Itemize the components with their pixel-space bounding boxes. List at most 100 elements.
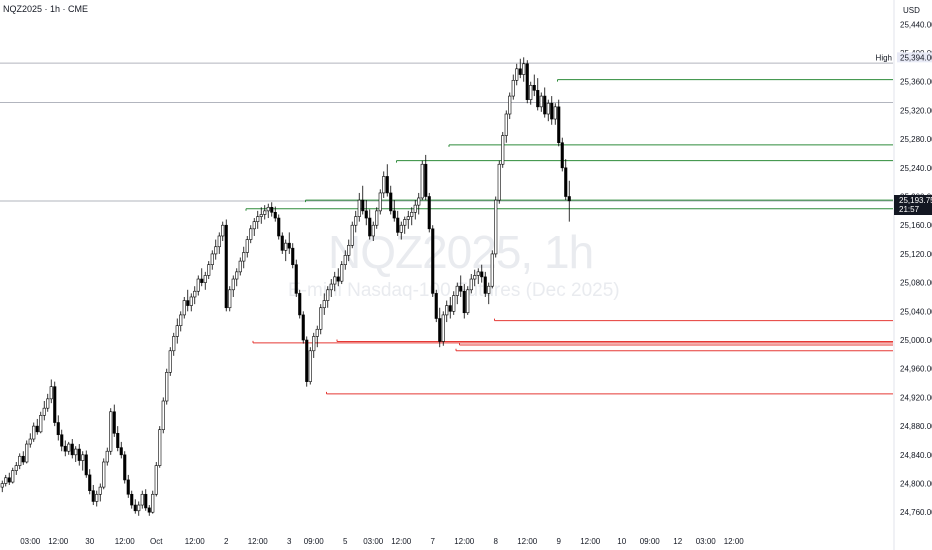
candle-body [0,483,4,488]
candle-body [473,275,477,280]
candle [375,207,379,229]
candle-body [329,283,333,291]
candle-body [298,293,302,316]
candle [431,225,435,297]
price-tick-label: 25,240.00 [900,164,932,173]
candle-body [98,486,102,495]
candle [385,164,389,197]
price-tick-label: 24,760.00 [900,508,932,517]
candle-body [123,454,127,481]
high-marker: High 25,394.00 [876,52,932,63]
candle [322,293,326,315]
candle [147,505,151,516]
time-tick-label: 12 [673,537,682,546]
candle [354,210,358,233]
candle-body [364,210,368,219]
candle [504,110,508,143]
candle-body [95,493,99,502]
candle [179,311,183,332]
candle [63,440,67,457]
candle-body [459,285,463,292]
bar-countdown: 21:57 [899,205,920,214]
candle [144,489,148,511]
candle [557,99,561,147]
candle-body [28,438,32,445]
candle [46,393,50,412]
candle [151,490,155,514]
candle [231,275,235,297]
time-tick-label: 12:00 [115,537,136,546]
candle [301,311,305,344]
candle [175,318,179,344]
candle [567,180,571,222]
candle-body [280,235,284,251]
candle [564,159,568,201]
candle [424,154,428,201]
candle-body [179,314,183,326]
candle-body [137,504,141,512]
current-price-badge [894,195,932,216]
candle [277,214,281,240]
price-tick-label: 24,840.00 [900,451,932,460]
candle [522,57,526,82]
candle [343,250,347,270]
candle-body [235,271,239,280]
candle-body [357,199,361,217]
candle [378,189,382,215]
candle-body [63,445,67,452]
current-price-tag: 25,193.75 21:57 [894,195,932,216]
candle [109,408,113,455]
candle [123,451,127,484]
candle [119,441,123,459]
candle [81,451,85,471]
candle [35,418,39,435]
candle-body [200,278,204,283]
candle [312,332,316,358]
time-tick-label: Oct [150,537,163,546]
time-axis[interactable]: 2803:0012:003012:00Oct12:00212:00309:005… [0,537,744,546]
candle [88,469,92,495]
candle [207,261,211,280]
candle-body [14,465,18,471]
candle-body [431,228,435,294]
candle [242,246,246,269]
candle-body [322,300,326,309]
candle [39,411,43,434]
candle [361,185,365,215]
candle [245,235,249,258]
price-axis[interactable]: 25,440.0025,400.0025,360.0025,320.0025,2… [900,20,932,517]
candle [284,239,288,262]
candle [382,171,386,198]
candle-body [217,235,221,248]
time-tick-label: 30 [85,537,94,546]
candle [168,347,172,376]
candle-body [476,271,480,276]
candle-body [354,216,358,226]
candle [98,483,102,502]
candle [172,332,176,356]
candle [413,200,417,220]
candle [315,325,319,348]
candle [319,304,323,335]
candle [203,271,207,290]
candle-body [536,90,540,108]
candle [487,282,491,305]
price-tick-label: 25,120.00 [900,250,932,259]
candle-body [189,296,193,306]
candle [448,296,452,319]
candle [14,461,18,475]
candle-body [49,386,53,400]
candle [525,60,529,104]
candle-body [361,199,365,212]
price-tick-label: 25,440.00 [900,20,932,29]
price-tick-label: 25,360.00 [900,78,932,87]
candle [196,275,200,296]
candle-body [539,95,543,108]
candle [270,202,274,217]
candle-body [140,493,144,506]
candle [427,192,431,233]
time-tick-label: 12:00 [580,537,601,546]
candle-body [245,239,249,253]
candle [462,284,466,319]
